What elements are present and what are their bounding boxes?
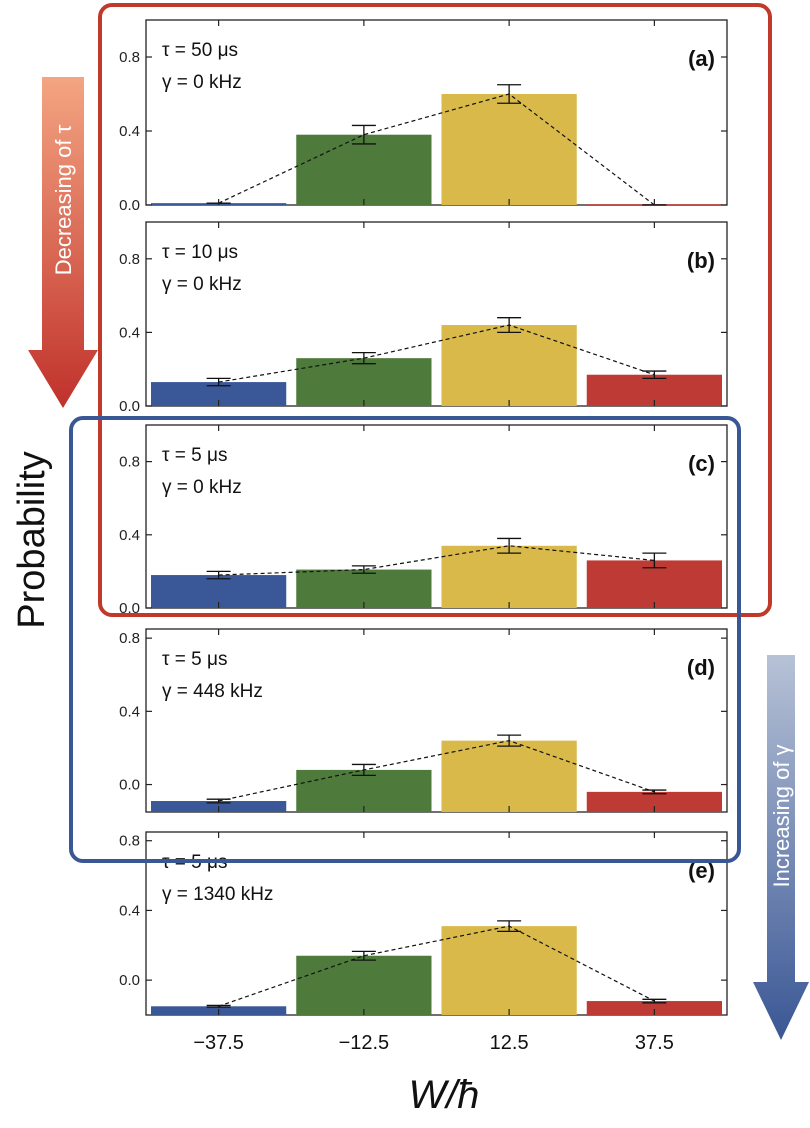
y-tick-label: 0.8: [119, 49, 140, 66]
error-bar: [206, 798, 231, 804]
panel-d: 0.0 0.4 0.8 τ = 5 μs γ = 448 kHz (d): [119, 628, 728, 813]
blue-frame: [69, 416, 741, 863]
panel-label: (a): [688, 46, 715, 71]
y-tick-label: 0.4: [119, 703, 140, 720]
error-bar: [351, 763, 376, 777]
plot-frame: [145, 221, 728, 407]
plot-frame: [145, 19, 728, 206]
y-tick-label: 0.0: [119, 972, 140, 989]
tau-annotation: τ = 50 μs: [162, 40, 238, 61]
bar: [296, 955, 432, 1015]
y-tick-label: 0.8: [119, 630, 140, 647]
bar: [441, 545, 577, 608]
error-bar: [206, 1004, 231, 1008]
y-tick-label: 0.4: [119, 324, 140, 341]
y-axis-label: Probability: [11, 451, 53, 628]
y-tick-label: 0.0: [119, 197, 140, 214]
error-bar: [642, 998, 667, 1004]
panel-e: 0.00.40.8τ = 5 μsγ = 1340 kHz(e)−37.5 −12…: [119, 831, 728, 1054]
x-tick-label: −12.5: [339, 1032, 390, 1054]
x-axis-label: W/ħ: [408, 1073, 479, 1117]
plot-frame: [145, 628, 728, 813]
dashed-trend-line: [218, 545, 655, 576]
error-bar: [497, 920, 522, 932]
tau-annotation: τ = 5 μs: [162, 649, 227, 670]
bar: [296, 769, 432, 812]
error-bar: [206, 377, 231, 387]
panel-c: 0.0 0.4 0.8 τ = 5 μs γ = 0 kHz (c): [119, 424, 728, 617]
bar: [296, 358, 432, 406]
increasing-gamma-arrow: Increasing of γ: [753, 655, 809, 1040]
x-tick-label: −37.5: [193, 1032, 244, 1054]
gamma-annotation: γ = 0 kHz: [162, 274, 242, 295]
y-tick-label: 0.0: [119, 398, 140, 415]
panel-a: 0.0 0.4 0.8 τ = 50 μs γ = 0 kHz (a): [119, 19, 728, 214]
plot-frame: [145, 831, 728, 1016]
gamma-annotation: γ = 1340 kHz: [162, 884, 273, 905]
red-frame: [98, 3, 772, 617]
error-bar: [497, 317, 522, 334]
bar: [296, 134, 432, 205]
error-bar: [351, 565, 376, 574]
error-bar: [642, 789, 667, 795]
error-bar: [497, 84, 522, 104]
y-tick-label: 0.4: [119, 902, 140, 919]
gamma-annotation: γ = 0 kHz: [162, 72, 242, 93]
error-bar: [351, 351, 376, 365]
decreasing-tau-arrow: Decreasing of τ: [28, 77, 98, 408]
error-bar: [642, 370, 667, 380]
error-bar: [206, 570, 231, 580]
bar: [586, 1001, 722, 1015]
bar: [151, 382, 287, 406]
dashed-trend-line: [218, 324, 655, 383]
error-bar: [497, 537, 522, 554]
panel-label: (b): [687, 248, 715, 273]
bar: [441, 325, 577, 406]
bar: [296, 569, 432, 608]
y-tick-label: 0.0: [119, 777, 140, 794]
bar: [441, 926, 577, 1015]
gamma-annotation: γ = 0 kHz: [162, 477, 242, 498]
y-tick-label: 0.4: [119, 123, 140, 140]
decreasing-tau-label: Decreasing of τ: [51, 124, 76, 275]
increasing-gamma-label: Increasing of γ: [769, 744, 794, 887]
panel-b: 0.0 0.4 0.8 τ = 10 μs γ = 0 kHz (b): [119, 221, 728, 415]
tau-annotation: τ = 5 μs: [162, 445, 227, 466]
bar: [441, 740, 577, 812]
panel-label: (c): [688, 451, 715, 476]
x-tick-label: 37.5: [635, 1032, 674, 1054]
bar: [586, 791, 722, 812]
error-bar: [351, 124, 376, 145]
error-bar: [642, 552, 667, 569]
y-tick-label: 0.8: [119, 454, 140, 471]
dashed-trend-line: [218, 925, 655, 1007]
y-tick-label: 0.0: [119, 600, 140, 617]
y-tick-label: 0.8: [119, 833, 140, 850]
tau-annotation: τ = 10 μs: [162, 242, 238, 263]
panel-label: (d): [687, 655, 715, 680]
y-tick-label: 0.4: [119, 527, 140, 544]
dashed-trend-line: [218, 740, 655, 802]
gamma-annotation: γ = 448 kHz: [162, 681, 263, 702]
plot-frame: [145, 424, 728, 609]
y-tick-label: 0.8: [119, 251, 140, 268]
bar: [441, 94, 577, 205]
x-tick-label: 12.5: [490, 1032, 529, 1054]
error-bar: [351, 950, 376, 961]
dashed-trend-line: [218, 93, 655, 206]
error-bar: [497, 734, 522, 747]
